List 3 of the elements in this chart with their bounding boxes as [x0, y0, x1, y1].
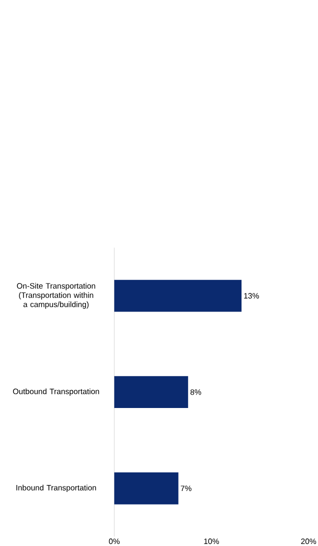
bar [114, 280, 242, 312]
bar [114, 472, 178, 504]
bar [114, 376, 188, 408]
